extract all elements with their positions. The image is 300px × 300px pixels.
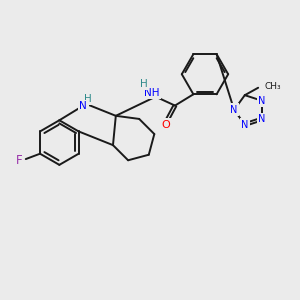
Text: O: O: [162, 120, 170, 130]
Text: NH: NH: [144, 88, 160, 98]
Text: H: H: [140, 79, 148, 89]
Text: N: N: [230, 105, 238, 115]
Text: N: N: [79, 101, 87, 111]
Text: F: F: [16, 154, 22, 167]
Text: CH₃: CH₃: [265, 82, 281, 91]
Text: N: N: [258, 96, 266, 106]
Text: H: H: [84, 94, 92, 103]
Text: N: N: [258, 114, 266, 124]
Text: N: N: [241, 120, 248, 130]
